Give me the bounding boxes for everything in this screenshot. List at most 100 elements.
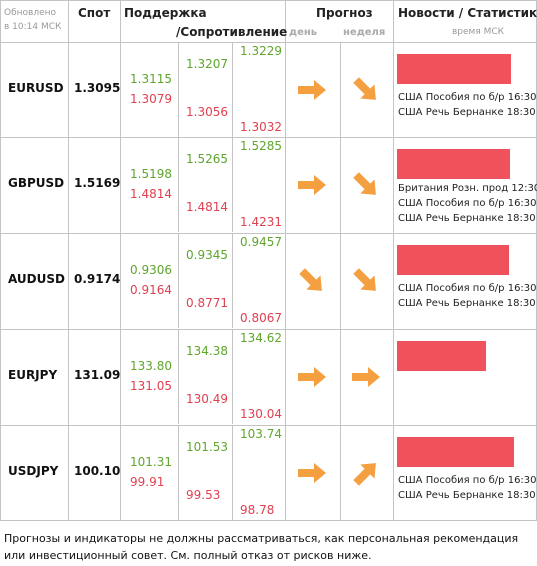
col-border xyxy=(232,137,233,232)
day-arrow xyxy=(294,263,330,299)
arrow-icon xyxy=(298,367,326,387)
spot: 131.09 xyxy=(74,368,121,382)
resistance-level: 101.31 xyxy=(130,455,172,469)
border xyxy=(340,42,341,521)
resistance-level: 103.74 xyxy=(240,427,282,441)
day-arrow xyxy=(294,167,330,203)
col-border xyxy=(232,329,233,424)
week-arrow xyxy=(348,263,384,299)
arrow-icon xyxy=(298,80,326,100)
news-item: США Пособия по б/р 16:30 xyxy=(398,283,537,294)
support-level: 1.3056 xyxy=(186,105,228,119)
week-arrow xyxy=(348,72,384,108)
news-header: Новости / Статистика xyxy=(398,6,537,20)
border xyxy=(68,0,69,521)
resistance-level: 0.9345 xyxy=(186,248,228,262)
arrow-icon xyxy=(352,367,380,387)
support-level: 99.91 xyxy=(130,475,165,489)
col-border xyxy=(178,233,179,328)
border xyxy=(393,0,394,521)
news-bar xyxy=(397,341,486,371)
spot: 100.10 xyxy=(74,464,121,478)
resistance-level: 133.80 xyxy=(130,359,172,373)
news-bar xyxy=(397,437,514,467)
arrow-icon xyxy=(353,172,376,195)
col-border xyxy=(232,425,233,520)
support-level: 130.49 xyxy=(186,392,228,406)
arrow-icon xyxy=(353,463,376,486)
support-level: 1.3032 xyxy=(240,120,282,134)
resistance-level: 1.3229 xyxy=(240,44,282,58)
spot: 1.3095 xyxy=(74,81,121,95)
news-bar xyxy=(397,54,511,84)
resistance-header: /Сопротивление xyxy=(176,25,288,39)
arrow-icon xyxy=(299,268,322,291)
col-border xyxy=(178,137,179,232)
updated-time: в 10:14 МСК xyxy=(4,22,62,32)
pair: AUDUSD xyxy=(8,272,65,286)
support-header: Поддержка xyxy=(124,6,207,20)
week-header: неделя xyxy=(343,27,386,38)
week-arrow xyxy=(348,455,384,491)
border xyxy=(0,0,1,521)
arrow-icon xyxy=(353,268,376,291)
resistance-level: 1.5265 xyxy=(186,152,228,166)
resistance-level: 1.5198 xyxy=(130,167,172,181)
spot: 0.9174 xyxy=(74,272,121,286)
support-level: 1.4231 xyxy=(240,215,282,229)
resistance-level: 1.3207 xyxy=(186,57,228,71)
arrow-icon xyxy=(353,77,376,100)
news-item: США Пособия по б/р 16:30 xyxy=(398,198,537,209)
time-note: время МСК xyxy=(452,27,505,37)
pair: USDJPY xyxy=(8,464,59,478)
resistance-level: 101.53 xyxy=(186,440,228,454)
support-level: 1.4814 xyxy=(186,200,228,214)
border xyxy=(120,0,121,521)
support-level: 0.9164 xyxy=(130,283,172,297)
news-item: США Речь Бернанке 18:30 xyxy=(398,490,536,501)
support-level: 130.04 xyxy=(240,407,282,421)
col-border xyxy=(178,329,179,424)
support-level: 131.05 xyxy=(130,379,172,393)
updated-label: Обновлено xyxy=(4,8,57,18)
day-arrow xyxy=(294,72,330,108)
news-item: США Речь Бернанке 18:30 xyxy=(398,213,536,224)
support-level: 1.4814 xyxy=(130,187,172,201)
support-level: 99.53 xyxy=(186,488,221,502)
spot: 1.5169 xyxy=(74,176,121,190)
resistance-level: 134.62 xyxy=(240,331,282,345)
support-level: 0.8067 xyxy=(240,311,282,325)
news-item: США Речь Бернанке 18:30 xyxy=(398,107,536,118)
col-border xyxy=(178,425,179,520)
news-item: Британия Розн. прод 12:30 xyxy=(398,183,537,194)
news-item: США Пособия по б/р 16:30 xyxy=(398,92,537,103)
resistance-level: 0.9306 xyxy=(130,263,172,277)
resistance-level: 1.5285 xyxy=(240,139,282,153)
news-bar xyxy=(397,149,510,179)
day-header: день xyxy=(289,27,318,38)
col-border xyxy=(178,42,179,137)
col-border xyxy=(232,233,233,328)
arrow-icon xyxy=(298,175,326,195)
day-arrow xyxy=(294,359,330,395)
row-border xyxy=(0,329,537,330)
news-bar xyxy=(397,245,509,275)
news-item: США Речь Бернанке 18:30 xyxy=(398,298,536,309)
support-level: 98.78 xyxy=(240,503,275,517)
support-level: 1.3079 xyxy=(130,92,172,106)
row-border xyxy=(0,137,537,138)
pair: EURUSD xyxy=(8,81,64,95)
pair: EURJPY xyxy=(8,368,58,382)
disclaimer: Прогнозы и индикаторы не должны рассматр… xyxy=(4,532,519,562)
spot-header: Спот xyxy=(78,6,111,20)
col-border xyxy=(232,42,233,137)
border xyxy=(285,0,286,521)
resistance-level: 134.38 xyxy=(186,344,228,358)
resistance-level: 0.9457 xyxy=(240,235,282,249)
arrow-icon xyxy=(298,463,326,483)
week-arrow xyxy=(348,167,384,203)
border xyxy=(0,520,537,521)
row-border xyxy=(0,233,537,234)
row-border xyxy=(0,42,537,43)
